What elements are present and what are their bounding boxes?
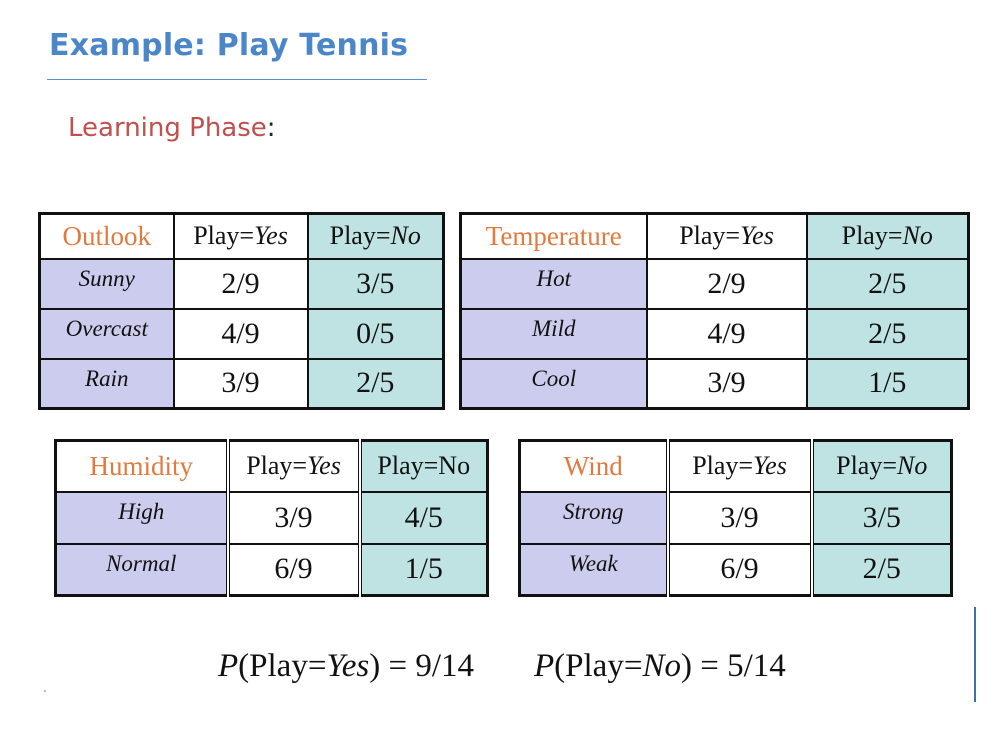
- temperature-no-header: Play=No: [805, 212, 970, 260]
- temperature-no-value: 2/5: [805, 307, 970, 360]
- wind-attr-header: Wind: [518, 439, 669, 493]
- temperature-row-mild: Mild 4/9 2/5: [459, 307, 970, 360]
- outlook-yes-value: 3/9: [172, 357, 309, 410]
- outlook-row-rain: Rain 3/9 2/5: [38, 357, 445, 410]
- temperature-row-label: Cool: [459, 357, 648, 410]
- temperature-no-value: 2/5: [805, 257, 970, 310]
- wind-row-label: Weak: [518, 542, 669, 597]
- temperature-row-label: Mild: [459, 307, 648, 360]
- learning-phase-label: Learning Phase: [68, 113, 267, 143]
- humidity-row-label: High: [54, 490, 229, 545]
- outlook-yes-value: 2/9: [172, 257, 309, 310]
- humidity-attr-header: Humidity: [54, 439, 229, 493]
- humidity-table: Humidity Play=Yes Play=No High 3/9 4/5 N…: [54, 439, 489, 597]
- humidity-yes-value: 3/9: [225, 490, 361, 545]
- outlook-row-label: Overcast: [38, 307, 175, 360]
- humidity-no-value: 1/5: [357, 542, 489, 597]
- wind-no-value: 3/5: [809, 490, 953, 545]
- wind-table: Wind Play=Yes Play=No Strong 3/9 3/5 Wea…: [518, 439, 953, 597]
- outlook-row-overcast: Overcast 4/9 0/5: [38, 307, 445, 360]
- prior-play-no: P(Play=No) = 5/14: [534, 648, 786, 684]
- outlook-row-label: Rain: [38, 357, 175, 410]
- humidity-no-value: 4/5: [357, 490, 489, 545]
- wind-no-header: Play=No: [809, 439, 953, 493]
- humidity-no-header: Play=No: [357, 439, 489, 493]
- temperature-table: Temperature Play=Yes Play=No Hot 2/9 2/5…: [459, 212, 970, 410]
- outlook-no-header: Play=No: [306, 212, 445, 260]
- temperature-yes-value: 2/9: [645, 257, 808, 310]
- wind-row-label: Strong: [518, 490, 669, 545]
- wind-yes-header: Play=Yes: [665, 439, 813, 493]
- temperature-yes-header: Play=Yes: [645, 212, 808, 260]
- temperature-attr-header: Temperature: [459, 212, 648, 260]
- humidity-yes-header: Play=Yes: [225, 439, 361, 493]
- outlook-yes-value: 4/9: [172, 307, 309, 360]
- slide-edge-line: [974, 607, 976, 702]
- temperature-row-cool: Cool 3/9 1/5: [459, 357, 970, 410]
- temperature-no-value: 1/5: [805, 357, 970, 410]
- outlook-attr-header: Outlook: [38, 212, 175, 260]
- learning-phase-heading: Learning Phase:: [68, 113, 276, 143]
- outlook-yes-header: Play=Yes: [172, 212, 309, 260]
- temperature-yes-value: 4/9: [645, 307, 808, 360]
- temperature-yes-value: 3/9: [645, 357, 808, 410]
- outlook-no-value: 3/5: [306, 257, 445, 310]
- title-underline: [47, 79, 427, 80]
- outlook-row-label: Sunny: [38, 257, 175, 310]
- learning-phase-colon: :: [266, 113, 276, 143]
- humidity-row-high: High 3/9 4/5: [54, 490, 489, 545]
- temperature-row-label: Hot: [459, 257, 648, 310]
- outlook-row-sunny: Sunny 2/9 3/5: [38, 257, 445, 310]
- temperature-row-hot: Hot 2/9 2/5: [459, 257, 970, 310]
- wind-yes-value: 3/9: [665, 490, 813, 545]
- outlook-no-value: 0/5: [306, 307, 445, 360]
- wind-yes-value: 6/9: [665, 542, 813, 597]
- humidity-row-label: Normal: [54, 542, 229, 597]
- prior-play-yes: P(Play=Yes) = 9/14: [218, 648, 475, 684]
- wind-row-strong: Strong 3/9 3/5: [518, 490, 953, 545]
- humidity-row-normal: Normal 6/9 1/5: [54, 542, 489, 597]
- outlook-table: Outlook Play=Yes Play=No Sunny 2/9 3/5 O…: [38, 212, 445, 410]
- wind-no-value: 2/5: [809, 542, 953, 597]
- outlook-no-value: 2/5: [306, 357, 445, 410]
- wind-row-weak: Weak 6/9 2/5: [518, 542, 953, 597]
- slide-marker-dot: [44, 690, 46, 692]
- humidity-yes-value: 6/9: [225, 542, 361, 597]
- slide-title: Example: Play Tennis: [49, 28, 409, 63]
